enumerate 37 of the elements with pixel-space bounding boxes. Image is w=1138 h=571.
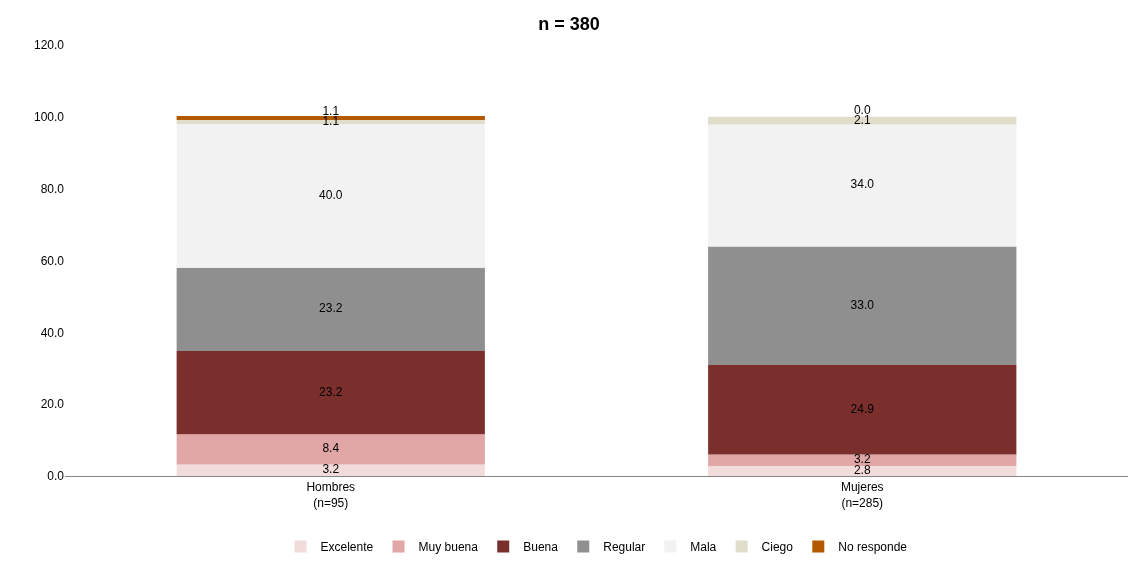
legend-label: Mala bbox=[690, 540, 717, 555]
bar bbox=[708, 116, 1017, 125]
data-label: 33.0 bbox=[850, 297, 875, 312]
y-tick-label: 80.0 bbox=[40, 181, 65, 196]
y-tick-label: 0.0 bbox=[47, 469, 65, 484]
bar bbox=[708, 454, 1017, 466]
y-tick-label: 40.0 bbox=[40, 325, 65, 340]
legend-label: Ciego bbox=[761, 540, 794, 555]
y-tick-label: 120.0 bbox=[33, 38, 65, 53]
legend-label: Excelente bbox=[320, 540, 374, 555]
y-tick-label: 100.0 bbox=[33, 110, 65, 125]
legend-label: Regular bbox=[603, 540, 646, 555]
legend-label: Buena bbox=[523, 540, 559, 555]
data-label: 40.0 bbox=[319, 187, 343, 202]
data-label: 2.8 bbox=[853, 462, 871, 477]
data-label: 34.0 bbox=[850, 177, 875, 192]
legend-label: Muy buena bbox=[418, 540, 479, 555]
bar bbox=[176, 434, 485, 465]
y-tick-label: 60.0 bbox=[40, 253, 65, 268]
data-label: 24.9 bbox=[850, 401, 875, 416]
legend-label: No responde bbox=[838, 540, 908, 555]
chart-title: n = 380 bbox=[538, 13, 600, 34]
x-tick-label: Hombres (n=95) bbox=[306, 480, 356, 510]
bar bbox=[176, 351, 485, 435]
y-tick-label: 20.0 bbox=[40, 397, 65, 412]
data-label: 23.2 bbox=[319, 301, 343, 316]
bar bbox=[708, 465, 1017, 476]
bar bbox=[708, 246, 1017, 366]
bar bbox=[176, 124, 485, 268]
data-label: 23.2 bbox=[319, 384, 343, 399]
data-label: 3.2 bbox=[322, 462, 340, 477]
bar bbox=[176, 267, 485, 352]
bar bbox=[708, 365, 1017, 455]
data-label: 8.4 bbox=[322, 441, 340, 456]
bar bbox=[708, 124, 1017, 247]
bar bbox=[176, 464, 485, 476]
x-tick-label: Mujeres (n=285) bbox=[840, 480, 884, 510]
